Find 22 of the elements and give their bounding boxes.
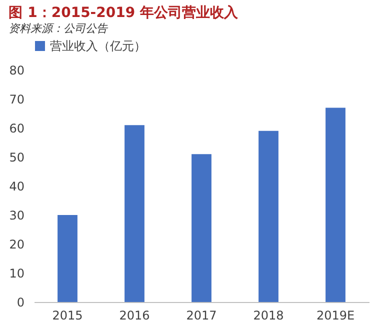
y-tick-label: 0 — [16, 296, 24, 310]
x-tick-label: 2016 — [119, 308, 150, 322]
x-tick-label: 2017 — [186, 308, 217, 322]
bar — [258, 130, 278, 302]
text: 资料来源：公司公告 — [8, 22, 109, 35]
y-tick-label: 60 — [9, 122, 24, 136]
bar — [58, 215, 78, 302]
x-tick-label: 2015 — [52, 308, 83, 322]
chart-title: 图 1：2015-2019 年公司营业收入 — [8, 5, 239, 21]
y-tick-label: 40 — [9, 180, 24, 194]
legend-label: 营业收入（亿元） — [50, 39, 146, 53]
x-tick-label: 2018 — [253, 308, 284, 322]
y-tick-label: 20 — [9, 238, 24, 252]
x-tick-label: 2019E — [316, 308, 355, 322]
y-tick-label: 80 — [9, 64, 24, 78]
y-tick-label: 30 — [9, 208, 24, 222]
y-tick-label: 70 — [9, 92, 24, 106]
bar — [192, 154, 212, 302]
y-tick-label: 50 — [9, 150, 24, 164]
bar — [326, 108, 346, 302]
y-tick-label: 10 — [9, 266, 24, 280]
bar — [124, 125, 144, 302]
